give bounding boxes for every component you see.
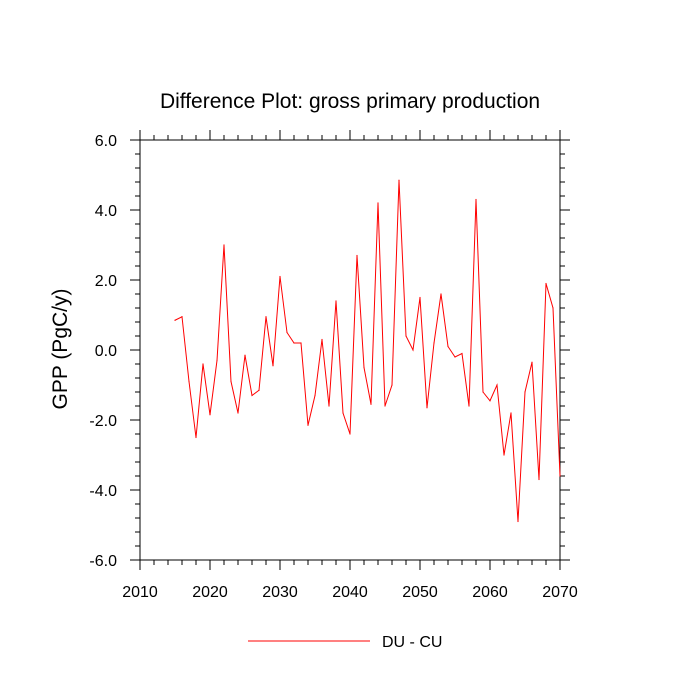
data-point (475, 198, 477, 201)
y-tick-label: -4.0 (89, 483, 117, 500)
legend: DU - CU (248, 634, 442, 651)
data-point (398, 179, 400, 181)
x-tick-label: 2020 (192, 584, 228, 601)
x-tick-label: 2030 (262, 584, 298, 601)
y-tick-label: 2.0 (95, 273, 117, 290)
data-point (314, 394, 316, 397)
data-point (356, 254, 358, 257)
data-point (559, 475, 561, 477)
data-point (209, 414, 211, 416)
data-point (447, 345, 449, 348)
data-point (349, 433, 351, 435)
data-point (230, 380, 232, 383)
y-tick-label: -6.0 (89, 553, 117, 570)
data-point (496, 384, 498, 386)
data-point (524, 391, 526, 393)
y-axis-label: GPP (PgC/y) (49, 289, 72, 410)
data-point (482, 391, 484, 393)
data-point (461, 352, 463, 355)
data-point (440, 293, 442, 295)
axis-tick-labels: 2010 2020 2030 2040 2050 2060 2070 -6.0 -4.0 -2.0… (89, 133, 577, 601)
data-point (195, 436, 197, 439)
data-point (545, 282, 547, 285)
data-point (279, 275, 281, 278)
data-point (412, 349, 414, 351)
data-point (188, 380, 190, 383)
data-point (552, 307, 554, 309)
x-tick-label: 2040 (332, 584, 368, 601)
data-point (216, 359, 218, 362)
data-point (454, 356, 456, 358)
data-point (202, 363, 204, 365)
data-point (419, 296, 421, 299)
series-line (174, 180, 561, 522)
data-point (503, 454, 505, 456)
data-point (426, 407, 428, 409)
data-point (384, 405, 386, 407)
series-layer (174, 179, 561, 523)
data-point (363, 366, 365, 369)
data-point (510, 412, 512, 414)
data-point (237, 412, 239, 414)
data-point (342, 412, 344, 414)
data-point (328, 405, 330, 407)
data-point (293, 342, 295, 344)
data-point (286, 331, 288, 334)
data-point (468, 405, 470, 407)
data-point (538, 478, 540, 481)
y-tick-label: 6.0 (95, 133, 117, 150)
chart-title: Difference Plot: gross primary productio… (160, 90, 540, 113)
data-point (223, 244, 225, 246)
x-tick-label: 2070 (542, 584, 578, 601)
data-point (300, 342, 302, 344)
data-point (251, 394, 253, 397)
data-point (489, 400, 491, 402)
y-tick-label: -2.0 (89, 413, 117, 430)
x-tick-label: 2010 (122, 584, 158, 601)
data-point (405, 335, 407, 337)
data-point (272, 365, 274, 367)
axis-ticks (130, 130, 570, 570)
data-point (181, 316, 183, 318)
data-point (321, 338, 323, 341)
data-point (391, 384, 393, 386)
data-point (517, 520, 519, 523)
data-point (370, 403, 372, 405)
data-point (335, 300, 337, 302)
y-tick-label: 4.0 (95, 203, 117, 220)
data-point (174, 319, 176, 321)
data-point (258, 389, 260, 391)
data-point (265, 316, 267, 318)
data-point (244, 354, 246, 356)
legend-label: DU - CU (382, 634, 442, 651)
data-point (433, 342, 435, 344)
x-tick-label: 2050 (402, 584, 438, 601)
data-point (307, 424, 309, 426)
plot-frame (139, 139, 561, 561)
data-point (377, 202, 379, 204)
y-tick-label: 0.0 (95, 343, 117, 360)
data-point (531, 361, 533, 363)
x-tick-label: 2060 (472, 584, 508, 601)
